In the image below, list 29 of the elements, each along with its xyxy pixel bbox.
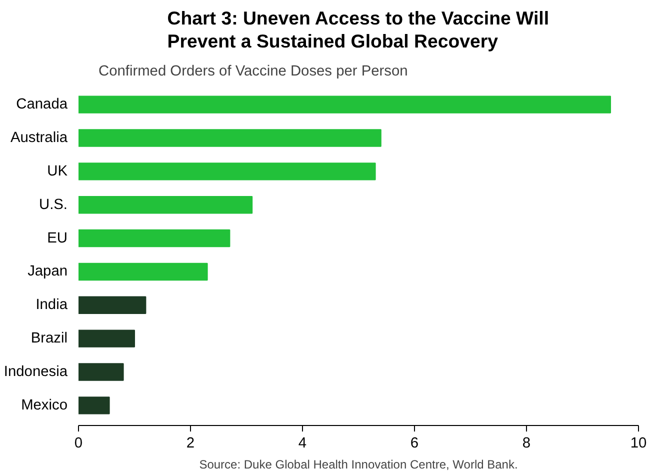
x-tick-label: 2 — [186, 436, 195, 452]
y-tick-label: Brazil — [30, 330, 68, 347]
y-tick-label: UK — [47, 163, 68, 180]
bar — [78, 162, 376, 180]
chart-subtitle: Confirmed Orders of Vaccine Doses per Person — [98, 64, 408, 80]
bar — [78, 363, 124, 381]
y-tick-label: Canada — [16, 96, 68, 113]
bar — [78, 196, 253, 214]
y-tick-label: EU — [47, 230, 68, 246]
bar — [78, 96, 611, 114]
x-tick-label: 4 — [298, 436, 307, 452]
x-tick-label: 6 — [410, 436, 419, 452]
y-tick-label: Japan — [28, 264, 68, 280]
source-note: Source: Duke Global Health Innovation Centre, World Bank. — [199, 458, 518, 472]
bar — [78, 229, 230, 248]
chart-title: Chart 3: Uneven Access to the Vaccine Will Prevent a Sustained Global Recovery — [167, 7, 550, 52]
x-tick-label: 8 — [522, 436, 531, 452]
y-tick-label: Indonesia — [4, 364, 68, 380]
bar — [78, 129, 382, 147]
x-tick-label: 0 — [74, 436, 83, 452]
y-tick-label: Australia — [10, 130, 68, 146]
y-tick-label: India — [36, 297, 68, 314]
bar — [78, 262, 208, 281]
x-tick-label: 10 — [630, 436, 647, 452]
bar — [78, 296, 146, 314]
y-tick-label: Mexico — [21, 397, 68, 414]
bar — [78, 330, 135, 348]
bar — [78, 396, 110, 414]
y-tick-label: U.S. — [38, 196, 68, 213]
